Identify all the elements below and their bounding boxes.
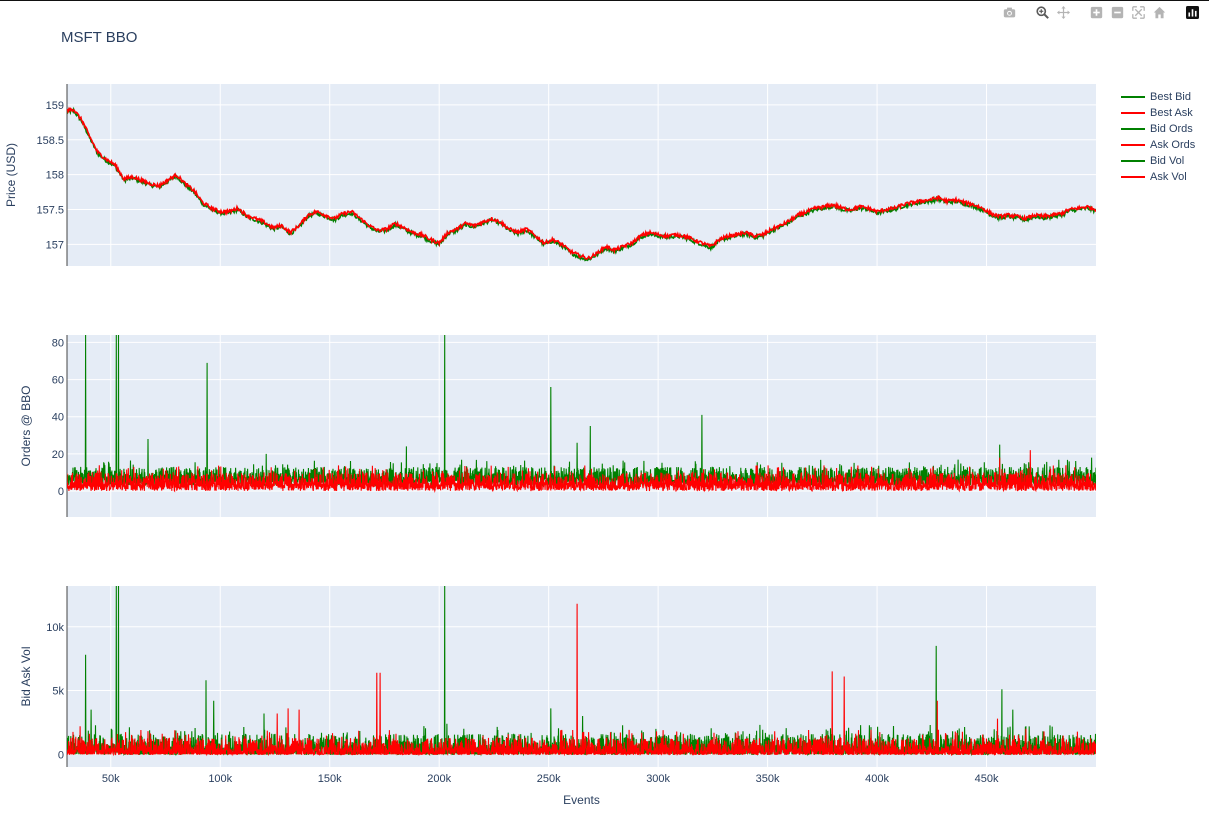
legend-label: Bid Vol	[1150, 155, 1185, 167]
x-tick-label: 450k	[975, 773, 999, 785]
x-tick-label: 50k	[102, 773, 120, 785]
window-top-border	[0, 0, 1209, 1]
y-tick-label: 158	[46, 170, 64, 182]
legend-label: Best Ask	[1150, 107, 1193, 119]
series-line-ask-ords	[67, 450, 1096, 493]
legend: Best Bid Best Ask Bid Ords Ask Ords Bid …	[1121, 89, 1195, 185]
legend-item-best-ask[interactable]: Best Ask	[1121, 105, 1195, 121]
legend-item-ask-vol[interactable]: Ask Vol	[1121, 169, 1195, 185]
y-tick-label: 0	[58, 749, 64, 761]
legend-label: Ask Vol	[1150, 171, 1187, 183]
legend-label: Bid Ords	[1150, 123, 1193, 135]
legend-item-ask-ords[interactable]: Ask Ords	[1121, 137, 1195, 153]
legend-item-bid-ords[interactable]: Bid Ords	[1121, 121, 1195, 137]
legend-swatch	[1121, 160, 1145, 162]
y-tick-label: 80	[52, 337, 64, 349]
legend-item-best-bid[interactable]: Best Bid	[1121, 89, 1195, 105]
legend-swatch	[1121, 112, 1145, 114]
plot-area-volume	[67, 586, 1096, 767]
plotly-logo-icon[interactable]	[1184, 4, 1201, 21]
legend-item-bid-vol[interactable]: Bid Vol	[1121, 153, 1195, 169]
y-tick-label: 157	[46, 239, 64, 251]
zoom-icon[interactable]	[1034, 4, 1051, 21]
zoom-out-icon[interactable]	[1109, 4, 1126, 21]
y-tick-label: 5k	[52, 686, 64, 698]
y-tick-label: 60	[52, 375, 64, 387]
y-axis-title: Orders @ BBO	[19, 386, 33, 467]
x-tick-label: 200k	[427, 773, 451, 785]
autoscale-icon[interactable]	[1130, 4, 1147, 21]
y-tick-label: 0	[58, 486, 64, 498]
legend-swatch	[1121, 176, 1145, 178]
x-tick-label: 100k	[208, 773, 232, 785]
page-title: MSFT BBO	[61, 29, 138, 46]
pan-icon[interactable]	[1055, 4, 1072, 21]
y-tick-label: 157.5	[36, 205, 64, 217]
legend-swatch	[1121, 128, 1145, 130]
x-tick-label: 400k	[865, 773, 889, 785]
y-axis-title: Price (USD)	[4, 143, 18, 207]
x-axis-title: Events	[563, 793, 600, 807]
legend-label: Ask Ords	[1150, 139, 1196, 151]
camera-icon[interactable]	[1001, 4, 1018, 21]
x-tick-label: 300k	[646, 773, 670, 785]
y-tick-label: 20	[52, 449, 64, 461]
modebar	[1001, 4, 1201, 21]
series-line-best-ask	[67, 106, 1096, 261]
y-tick-label: 40	[52, 412, 64, 424]
x-tick-label: 350k	[756, 773, 780, 785]
legend-label: Best Bid	[1150, 91, 1191, 103]
zoom-in-icon[interactable]	[1088, 4, 1105, 21]
home-icon[interactable]	[1151, 4, 1168, 21]
legend-swatch	[1121, 96, 1145, 98]
series-line-ask-vol	[67, 603, 1096, 757]
legend-swatch	[1121, 144, 1145, 146]
y-tick-label: 158.5	[36, 135, 64, 147]
x-tick-label: 150k	[318, 773, 342, 785]
y-tick-label: 10k	[46, 622, 64, 634]
x-tick-label: 250k	[537, 773, 561, 785]
y-axis-title: Bid Ask Vol	[19, 646, 33, 706]
y-tick-label: 159	[46, 100, 64, 112]
